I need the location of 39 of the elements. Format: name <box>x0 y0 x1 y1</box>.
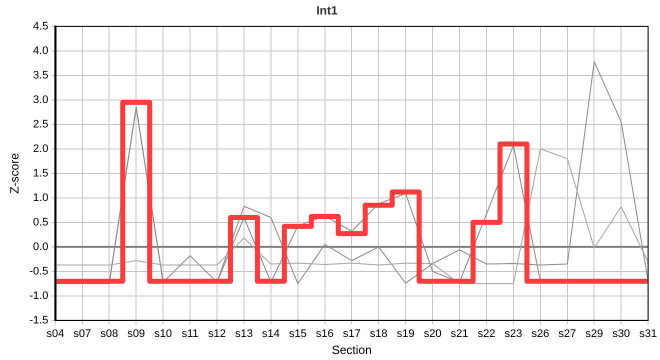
y-tick-label: 0.0 <box>33 240 48 253</box>
y-axis-title: Z-score <box>8 152 22 194</box>
x-tick-label: s15 <box>288 328 307 340</box>
x-tick-label: s08 <box>100 328 118 340</box>
y-tick-label: 4.0 <box>33 44 48 57</box>
x-tick-label: s30 <box>612 328 630 340</box>
y-tick-label: 3.0 <box>33 94 48 106</box>
x-tick-label: s27 <box>558 328 576 340</box>
y-tick-label: 1.5 <box>33 167 48 180</box>
y-tick-label: 1.0 <box>33 192 48 204</box>
y-tick-label: 2.5 <box>33 118 48 130</box>
y-tick-label: 4.5 <box>33 20 48 32</box>
y-tick-label: 3.5 <box>33 69 48 82</box>
x-axis-title: Section <box>332 343 372 358</box>
x-tick-label: s22 <box>478 328 496 340</box>
x-tick-label: s14 <box>262 328 280 340</box>
y-tick-label: -1.0 <box>29 290 48 302</box>
x-tick-label: s23 <box>504 328 522 340</box>
x-tick-label: s17 <box>342 328 361 340</box>
x-tick-label: s18 <box>370 328 388 340</box>
x-tick-label: s20 <box>424 328 442 340</box>
x-tick-label: s11 <box>182 328 199 340</box>
x-tick-label: s09 <box>127 328 146 340</box>
x-tick-label: s31 <box>639 328 658 340</box>
y-tick-label: -1.5 <box>29 314 48 326</box>
x-tick-label: s29 <box>585 328 604 340</box>
y-tick-label: 0.5 <box>33 216 48 228</box>
chart-title: Int1 <box>316 4 338 18</box>
x-tick-label: s21 <box>450 328 468 340</box>
x-tick-label: s07 <box>73 328 92 340</box>
x-tick-label: s04 <box>46 328 64 340</box>
x-tick-label: s12 <box>208 328 226 340</box>
x-tick-label: s19 <box>396 328 415 340</box>
x-tick-label: s16 <box>316 328 334 340</box>
x-tick-label: s10 <box>154 328 172 340</box>
y-tick-label: 2.0 <box>33 142 48 155</box>
x-tick-label: s26 <box>531 328 550 340</box>
x-tick-label: s13 <box>235 328 253 340</box>
y-tick-label: -0.5 <box>29 265 48 278</box>
